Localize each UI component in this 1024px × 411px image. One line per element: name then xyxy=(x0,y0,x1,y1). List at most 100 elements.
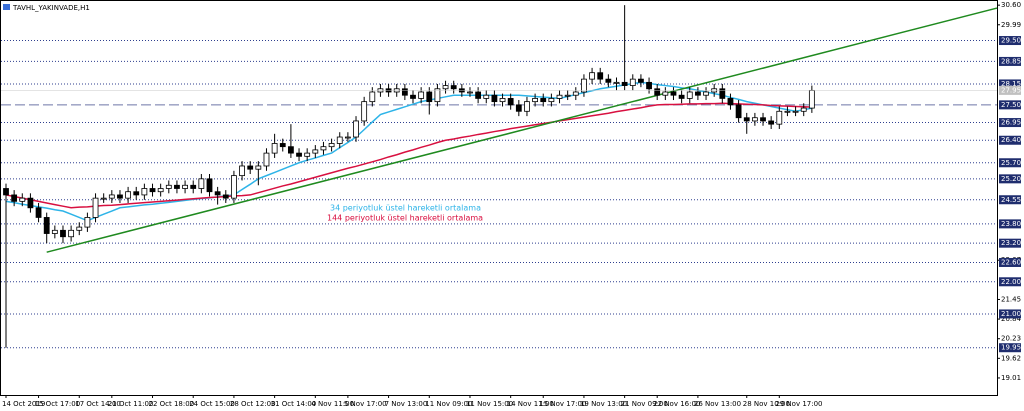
level-label-box xyxy=(999,309,1021,319)
candle-body xyxy=(141,188,148,196)
chart-title: TAVHL_YAKINVADE,H1 xyxy=(12,4,90,12)
candle-body xyxy=(442,85,449,90)
level-label-box xyxy=(999,174,1021,184)
legend-label: 144 periyotluk üstel hareketli ortalama xyxy=(327,214,483,223)
level-label-box xyxy=(999,36,1021,46)
candle-body xyxy=(751,117,758,122)
level-label: 24.55 xyxy=(1001,196,1021,204)
x-tick-label: 15 Nov 17:00 xyxy=(539,400,586,408)
chart-icon xyxy=(3,4,10,10)
candle-body xyxy=(19,197,26,202)
level-label-box xyxy=(999,100,1021,110)
candle-body xyxy=(60,229,66,238)
level-label: 26.95 xyxy=(1001,119,1021,127)
x-tick-label: 22 Oct 18:00 xyxy=(149,400,195,408)
level-label-box xyxy=(999,277,1021,287)
candle-body xyxy=(92,197,99,218)
level-label: 23.80 xyxy=(1001,220,1021,228)
level-label-box xyxy=(999,343,1021,353)
level-label: 28.85 xyxy=(1001,57,1021,65)
x-tick-label: 21 Nov 09:00 xyxy=(621,400,668,408)
candle-body xyxy=(190,184,197,189)
candle-body xyxy=(515,104,522,112)
candle-body xyxy=(613,81,620,84)
candle-body xyxy=(450,85,457,90)
level-label: 25.20 xyxy=(1001,175,1021,183)
candle-body xyxy=(532,98,538,103)
level-label: 21.00 xyxy=(1001,310,1021,318)
x-tick-label: 31 Oct 14:00 xyxy=(271,400,317,408)
level-label-box xyxy=(999,257,1021,267)
level-label-box xyxy=(999,195,1021,205)
candle-body xyxy=(654,88,661,96)
candle-body xyxy=(507,98,514,106)
candle-body xyxy=(271,143,278,154)
x-tick-label: 15 Oct 17:00 xyxy=(35,400,81,408)
candle-body xyxy=(678,94,685,99)
candle-body xyxy=(312,149,319,154)
level-label: 22.60 xyxy=(1001,258,1021,266)
current-price-box xyxy=(999,85,1021,95)
y-tick-label: 29.99 xyxy=(1001,21,1021,29)
level-label: 25.70 xyxy=(1001,159,1021,167)
candle-body xyxy=(735,104,742,119)
candle-body xyxy=(206,178,213,193)
candle-body xyxy=(369,91,376,103)
candle-body xyxy=(483,94,490,99)
candle-body xyxy=(410,94,416,99)
candle-body xyxy=(76,226,83,231)
x-tick-label: 22 Nov 16:00 xyxy=(653,400,700,408)
candle-body xyxy=(125,191,131,199)
level-label-box xyxy=(999,135,1021,145)
candle-body xyxy=(133,191,140,196)
candle-body xyxy=(760,117,766,122)
candle-body xyxy=(540,98,547,103)
candle-body xyxy=(84,217,91,228)
candle-body xyxy=(743,117,750,122)
candle-body xyxy=(336,136,343,144)
candle-body xyxy=(11,194,18,202)
x-tick-label: 7 Nov 13:00 xyxy=(385,400,428,408)
trendline xyxy=(46,7,998,253)
candle-body xyxy=(361,101,368,122)
candle-body xyxy=(670,91,677,96)
candle-body xyxy=(3,188,9,196)
level-label-box xyxy=(999,79,1021,89)
level-label: 27.50 xyxy=(1001,101,1021,109)
level-label-box xyxy=(999,158,1021,168)
candle-body xyxy=(304,152,311,157)
x-tick-label: 24 Oct 15:00 xyxy=(189,400,235,408)
y-tick-label: 20.23 xyxy=(1001,335,1021,343)
moving-average-line xyxy=(5,102,812,209)
x-tick-label: 21 Oct 11:00 xyxy=(108,400,154,408)
y-tick-label: 19.62 xyxy=(1001,354,1021,362)
x-tick-label: 19 Nov 13:00 xyxy=(580,400,627,408)
candle-body xyxy=(808,89,815,109)
candle-body xyxy=(247,165,254,170)
candle-body xyxy=(556,94,563,99)
candle-body xyxy=(27,197,34,209)
x-tick-label: 14 Nov 11:00 xyxy=(507,400,554,408)
candle-body xyxy=(100,197,107,200)
candle-body xyxy=(792,110,799,113)
candle-body xyxy=(401,88,408,96)
y-tick-label: 21.45 xyxy=(1001,295,1021,303)
candle-body xyxy=(418,91,425,99)
candle-body xyxy=(68,229,75,238)
candle-body xyxy=(287,146,294,154)
candle-body xyxy=(255,165,262,170)
x-tick-label: 4 Nov 11:00 xyxy=(311,400,354,408)
candle-body xyxy=(108,194,115,199)
level-label-box xyxy=(999,118,1021,128)
candle-body xyxy=(222,194,229,199)
x-tick-label: 26 Nov 13:00 xyxy=(694,400,741,408)
level-label: 26.40 xyxy=(1001,136,1021,144)
candle-body xyxy=(231,175,237,199)
candle-body xyxy=(589,72,595,80)
candle-body xyxy=(621,81,628,86)
level-label-box xyxy=(999,56,1021,66)
x-tick-label: 28 Oct 12:00 xyxy=(230,400,276,408)
candle-body xyxy=(524,101,530,112)
candle-body xyxy=(646,81,652,90)
candle-body xyxy=(296,152,302,157)
